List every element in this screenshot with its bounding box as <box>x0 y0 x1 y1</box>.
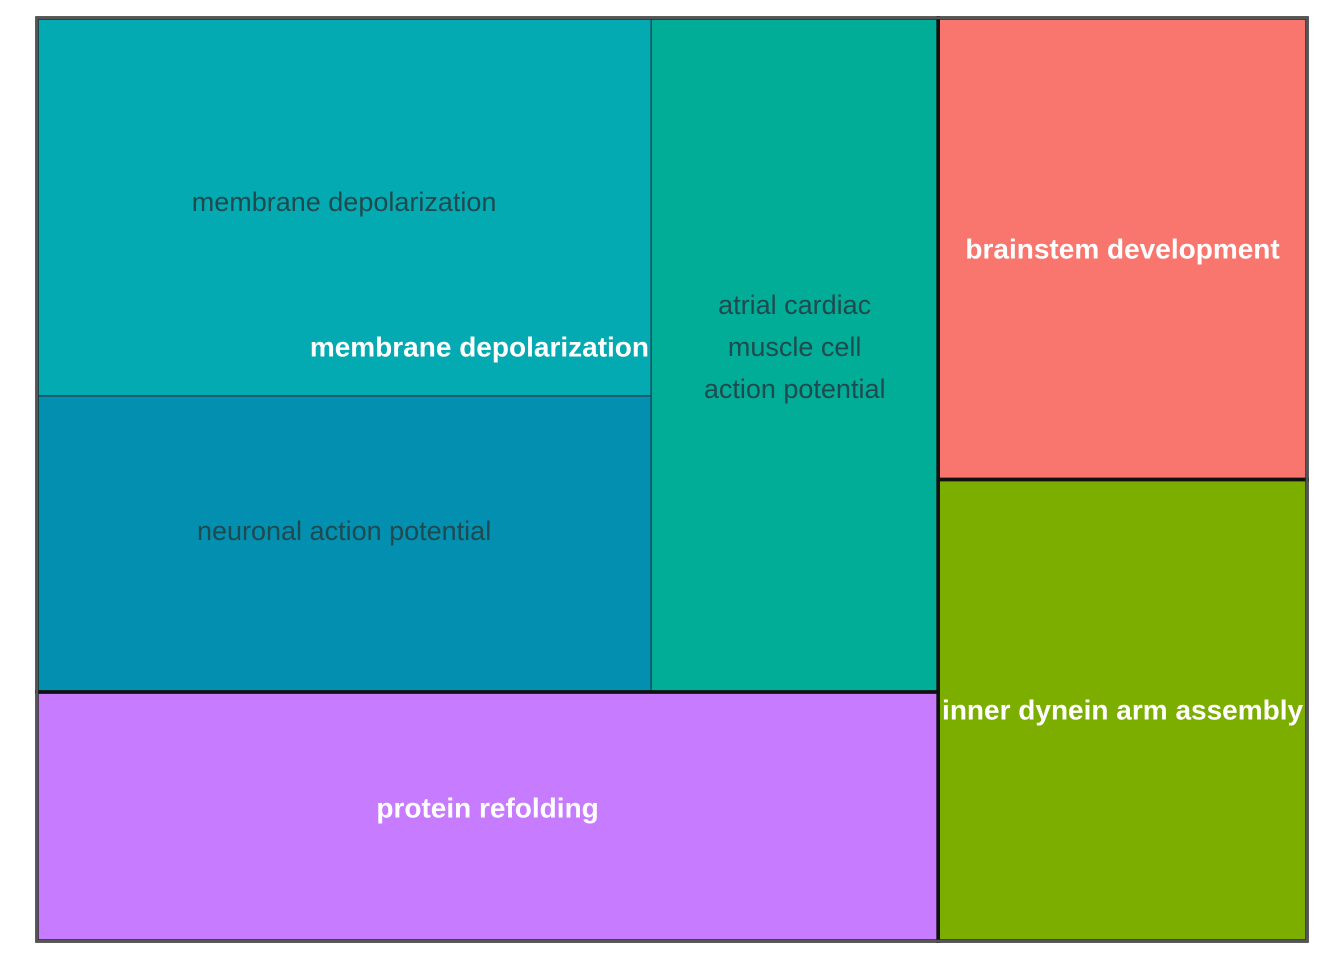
outer-frame <box>35 16 1309 943</box>
subgroup-label: neuronal action potential <box>197 516 491 546</box>
tile-neuronal-action-potential <box>36 395 652 693</box>
tile-brainstem-development <box>937 17 1308 481</box>
subgroup-label: action potential <box>704 374 886 404</box>
subgroup-label: muscle cell <box>728 332 862 362</box>
tile-inner-dynein-arm-assembly <box>937 478 1308 942</box>
subgroup-label: atrial cardiac <box>718 290 871 320</box>
subgroup-label: membrane depolarization <box>192 187 497 217</box>
group-label-protein-refolding: protein refolding <box>376 792 598 823</box>
group-label-membrane-depolarization: membrane depolarization <box>310 331 649 362</box>
tile-protein-refolding <box>36 691 939 942</box>
tile-membrane-depolarization <box>36 17 652 397</box>
group-label-brainstem-development: brainstem development <box>965 233 1279 264</box>
group-label-inner-dynein-arm-assembly: inner dynein arm assembly <box>942 694 1303 725</box>
